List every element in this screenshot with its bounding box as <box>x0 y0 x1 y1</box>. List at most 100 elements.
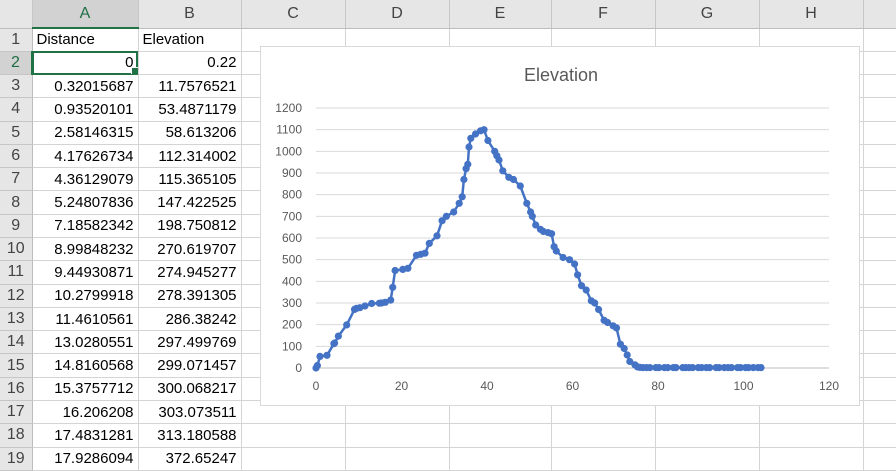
column-header-e[interactable]: E <box>449 0 552 29</box>
cell-b[interactable]: 274.945277 <box>138 260 242 285</box>
empty-cell[interactable] <box>863 260 896 285</box>
empty-cell[interactable] <box>863 28 896 52</box>
row-header[interactable]: 1 <box>0 28 33 52</box>
empty-cell[interactable] <box>345 423 450 448</box>
cell-b[interactable]: 115.365105 <box>138 167 242 192</box>
empty-cell[interactable] <box>863 237 896 262</box>
empty-cell[interactable] <box>551 423 656 448</box>
cell-a[interactable]: 4.36129079 <box>32 167 139 192</box>
empty-cell[interactable] <box>655 400 760 425</box>
cell-a[interactable]: 15.3757712 <box>32 377 139 402</box>
empty-cell[interactable] <box>863 214 896 239</box>
column-header-f[interactable]: F <box>551 0 656 29</box>
column-header-b[interactable]: B <box>138 0 242 29</box>
cell-b[interactable]: 53.4871179 <box>138 97 242 122</box>
column-header-h[interactable]: H <box>759 0 864 29</box>
empty-cell[interactable] <box>863 330 896 355</box>
empty-cell[interactable] <box>863 74 896 99</box>
fill-handle[interactable] <box>130 67 137 74</box>
cell-b[interactable]: 270.619707 <box>138 237 242 262</box>
cell-a[interactable]: 5.24807836 <box>32 190 139 215</box>
row-header[interactable]: 7 <box>0 167 33 192</box>
select-all-corner[interactable] <box>0 0 33 29</box>
empty-cell[interactable] <box>759 447 864 471</box>
row-header[interactable]: 3 <box>0 74 33 99</box>
cell-a[interactable]: 10.2799918 <box>32 284 139 308</box>
cell-b[interactable]: 372.65247 <box>138 447 242 471</box>
empty-cell[interactable] <box>449 447 552 471</box>
empty-cell[interactable] <box>759 423 864 448</box>
column-header-c[interactable]: C <box>241 0 346 29</box>
row-header[interactable]: 13 <box>0 307 33 332</box>
row-header[interactable]: 18 <box>0 423 33 448</box>
empty-cell[interactable] <box>863 190 896 215</box>
row-header[interactable]: 14 <box>0 330 33 355</box>
row-header[interactable]: 2 <box>0 51 33 76</box>
cell-a[interactable]: 4.17626734 <box>32 144 139 169</box>
empty-cell[interactable] <box>863 167 896 192</box>
column-header-i[interactable] <box>863 0 896 29</box>
empty-cell[interactable] <box>863 400 896 425</box>
empty-cell[interactable] <box>863 377 896 402</box>
cell-a[interactable]: 0.93520101 <box>32 97 139 122</box>
column-header-g[interactable]: G <box>655 0 760 29</box>
row-header[interactable]: 5 <box>0 121 33 145</box>
row-header[interactable]: 6 <box>0 144 33 169</box>
empty-cell[interactable] <box>863 121 896 145</box>
row-header[interactable]: 12 <box>0 284 33 308</box>
empty-cell[interactable] <box>863 447 896 471</box>
empty-cell[interactable] <box>863 423 896 448</box>
empty-cell[interactable] <box>345 400 450 425</box>
cell-a[interactable]: 9.44930871 <box>32 260 139 285</box>
empty-cell[interactable] <box>655 447 760 471</box>
cell-a[interactable]: 13.0280551 <box>32 330 139 355</box>
empty-cell[interactable] <box>863 144 896 169</box>
cell-a[interactable]: 14.8160568 <box>32 353 139 378</box>
empty-cell[interactable] <box>863 51 896 76</box>
empty-cell[interactable] <box>759 400 864 425</box>
column-header-d[interactable]: D <box>345 0 450 29</box>
row-header[interactable]: 4 <box>0 97 33 122</box>
cell-b[interactable]: 198.750812 <box>138 214 242 239</box>
empty-cell[interactable] <box>241 400 346 425</box>
row-header[interactable]: 15 <box>0 353 33 378</box>
cell-a[interactable]: 7.18582342 <box>32 214 139 239</box>
empty-cell[interactable] <box>863 307 896 332</box>
cell-b[interactable]: Elevation <box>138 28 242 52</box>
empty-cell[interactable] <box>449 423 552 448</box>
empty-cell[interactable] <box>449 400 552 425</box>
empty-cell[interactable] <box>551 447 656 471</box>
empty-cell[interactable] <box>241 447 346 471</box>
cell-a[interactable]: 17.4831281 <box>32 423 139 448</box>
row-header[interactable]: 19 <box>0 447 33 471</box>
empty-cell[interactable] <box>551 400 656 425</box>
cell-a[interactable]: 16.206208 <box>32 400 139 425</box>
cell-a[interactable]: Distance <box>32 28 139 52</box>
cell-b[interactable]: 278.391305 <box>138 284 242 308</box>
cell-b[interactable]: 313.180588 <box>138 423 242 448</box>
empty-cell[interactable] <box>241 423 346 448</box>
cell-a[interactable]: 0.32015687 <box>32 74 139 99</box>
cell-a[interactable]: 8.99848232 <box>32 237 139 262</box>
cell-b[interactable]: 303.073511 <box>138 400 242 425</box>
cell-b[interactable]: 0.22 <box>138 51 242 76</box>
empty-cell[interactable] <box>655 423 760 448</box>
cell-b[interactable]: 297.499769 <box>138 330 242 355</box>
row-header[interactable]: 8 <box>0 190 33 215</box>
empty-cell[interactable] <box>863 353 896 378</box>
column-header-a[interactable]: A <box>32 0 139 29</box>
active-cell-a2[interactable]: 0 <box>32 51 139 76</box>
cell-a[interactable]: 11.4610561 <box>32 307 139 332</box>
cell-b[interactable]: 112.314002 <box>138 144 242 169</box>
cell-a[interactable]: 2.58146315 <box>32 121 139 145</box>
row-header[interactable]: 10 <box>0 237 33 262</box>
empty-cell[interactable] <box>863 97 896 122</box>
cell-b[interactable]: 11.7576521 <box>138 74 242 99</box>
empty-cell[interactable] <box>863 284 896 308</box>
cell-a[interactable]: 17.9286094 <box>32 447 139 471</box>
row-header[interactable]: 16 <box>0 377 33 402</box>
cell-b[interactable]: 58.613206 <box>138 121 242 145</box>
row-header[interactable]: 17 <box>0 400 33 425</box>
empty-cell[interactable] <box>345 447 450 471</box>
cell-b[interactable]: 147.422525 <box>138 190 242 215</box>
